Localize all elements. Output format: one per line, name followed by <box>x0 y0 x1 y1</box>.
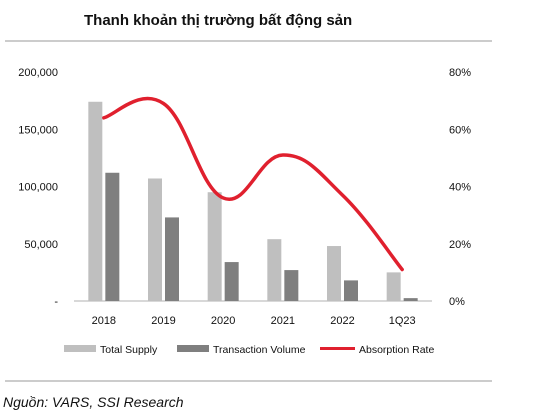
x-axis-tick-label: 2022 <box>330 315 354 327</box>
legend: Total Supply Transaction Volume Absorpti… <box>64 344 434 356</box>
x-axis-tick-label: 2020 <box>211 315 235 327</box>
bar-total-supply <box>207 192 222 301</box>
left-axis-tick-label: - <box>54 296 58 308</box>
absorption-line-layer <box>102 96 404 272</box>
chart-title: Thanh khoản thị trường bất động sản <box>84 12 352 29</box>
right-axis-tick-label: 80% <box>449 67 471 79</box>
left-axis-tick-label: 200,000 <box>18 67 58 79</box>
bar-total-supply <box>148 178 162 301</box>
left-axis-tick-label: 100,000 <box>18 182 58 194</box>
legend-label-absorption-rate: Absorption Rate <box>359 344 434 356</box>
legend-swatch-total-supply <box>64 345 96 352</box>
x-axis-tick-label: 2021 <box>271 315 295 327</box>
right-axis-tick-label: 20% <box>449 239 471 251</box>
bars <box>88 101 418 302</box>
bar-total-supply <box>386 272 401 301</box>
bar-transaction-volume <box>105 172 120 301</box>
legend-swatch-transaction-volume <box>177 345 209 352</box>
bar-transaction-volume <box>403 298 418 301</box>
x-axis-tick-label: 2019 <box>151 315 175 327</box>
bar-total-supply <box>327 246 341 301</box>
bar-total-supply <box>267 239 282 301</box>
bar-transaction-volume <box>224 262 239 301</box>
bar-transaction-volume <box>284 270 299 301</box>
right-axis-tick-label: 60% <box>449 124 471 136</box>
legend-label-transaction-volume: Transaction Volume <box>213 344 306 356</box>
right-axis-tick-label: 0% <box>449 296 465 308</box>
left-axis-tick-label: 150,000 <box>18 124 58 136</box>
x-axis-ticks: 2018 2019 2020 2021 2022 1Q23 <box>92 315 416 327</box>
bar-total-supply <box>88 101 103 302</box>
legend-label-total-supply: Total Supply <box>100 344 158 356</box>
x-axis-tick-label: 1Q23 <box>389 315 416 327</box>
bar-transaction-volume <box>165 217 179 301</box>
left-axis-ticks: - 50,000 100,000 150,000 200,000 <box>18 67 58 308</box>
source-note: Nguồn: VARS, SSI Research <box>3 394 184 410</box>
right-axis-tick-label: 40% <box>449 182 471 194</box>
right-axis-ticks: 0% 20% 40% 60% 80% <box>449 67 471 308</box>
bar-transaction-volume <box>344 280 358 301</box>
x-axis-tick-label: 2018 <box>92 315 116 327</box>
left-axis-tick-label: 50,000 <box>24 239 58 251</box>
